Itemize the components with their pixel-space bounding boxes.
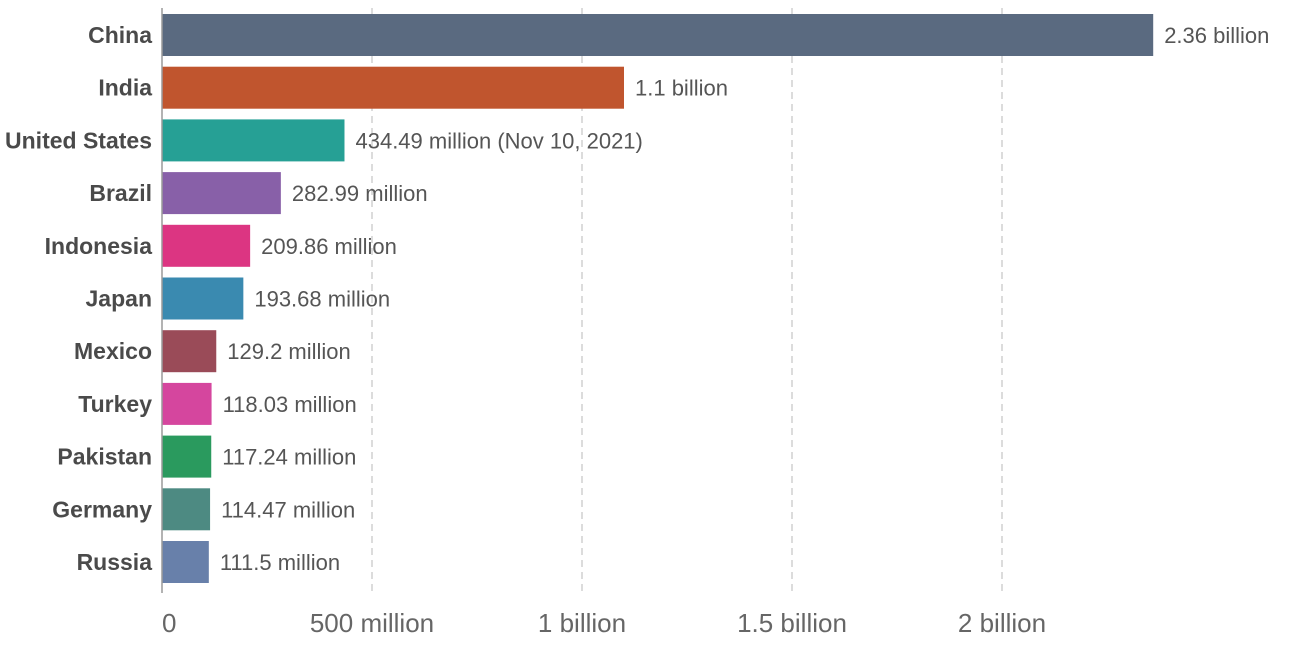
x-tick-label: 1 billion [538, 608, 626, 638]
data-label-japan: 193.68 million [254, 287, 390, 312]
bar-mexico [162, 330, 217, 373]
category-label-pakistan: Pakistan [57, 444, 152, 470]
x-tick-label: 1.5 billion [737, 608, 847, 638]
category-label-mexico: Mexico [74, 338, 152, 364]
data-label-turkey: 118.03 million [223, 392, 357, 417]
bar-brazil [162, 172, 281, 215]
x-tick-label: 2 billion [958, 608, 1046, 638]
category-label-germany: Germany [52, 496, 152, 522]
category-label-japan: Japan [86, 286, 152, 312]
bar-china [162, 14, 1154, 56]
data-label-germany: 114.47 million [221, 497, 355, 522]
category-label-china: China [88, 22, 152, 48]
data-label-russia: 111.5 million [220, 550, 340, 575]
bar-germany [162, 488, 211, 531]
category-label-united-states: United States [5, 127, 152, 153]
bar-indonesia [162, 224, 251, 267]
bar-pakistan [162, 435, 212, 478]
data-label-china: 2.36 billion [1164, 23, 1269, 48]
category-label-turkey: Turkey [78, 391, 152, 417]
x-tick-label: 500 million [310, 608, 434, 638]
data-label-pakistan: 117.24 million [222, 445, 356, 470]
category-label-russia: Russia [77, 549, 153, 575]
data-label-indonesia: 209.86 million [261, 234, 397, 259]
bar-turkey [162, 382, 212, 425]
data-label-united-states: 434.49 million (Nov 10, 2021) [355, 128, 642, 153]
bar-india [162, 66, 624, 109]
data-label-india: 1.1 billion [635, 76, 728, 101]
x-tick-label: 0 [162, 608, 176, 638]
category-label-india: India [98, 75, 152, 101]
category-label-indonesia: Indonesia [45, 233, 153, 259]
data-label-brazil: 282.99 million [292, 181, 428, 206]
bar-united-states [162, 119, 345, 162]
bar-russia [162, 541, 209, 583]
data-label-mexico: 129.2 million [227, 339, 351, 364]
bar-japan [162, 277, 244, 320]
category-label-brazil: Brazil [89, 180, 152, 206]
